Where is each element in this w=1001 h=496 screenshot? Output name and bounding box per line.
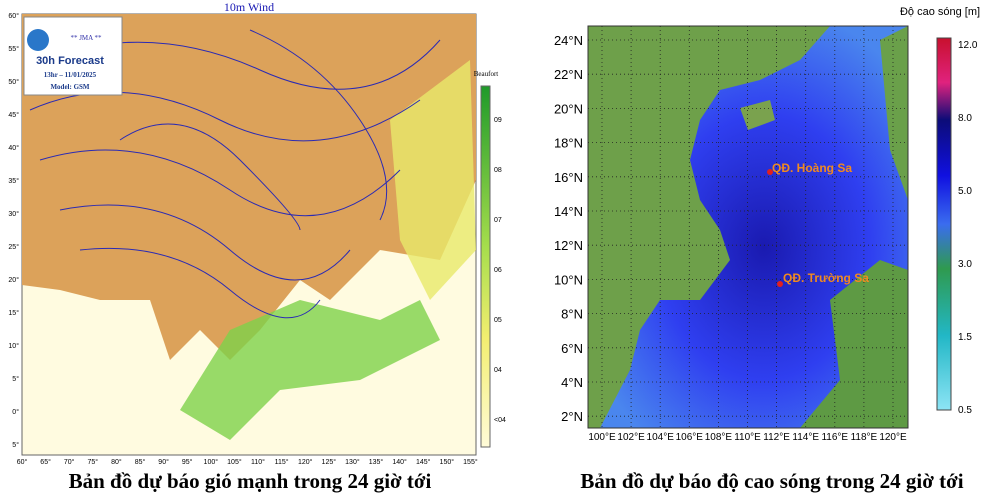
legend-label: 05 bbox=[494, 317, 502, 324]
legend-label: 06 bbox=[494, 267, 502, 274]
legend-label: 1.5 bbox=[958, 332, 972, 343]
place: QĐ. Trường Sa bbox=[783, 271, 869, 285]
lon-label: 102°E bbox=[617, 432, 645, 443]
lon-label: 70° bbox=[64, 458, 75, 466]
lon-label: 155° bbox=[463, 458, 478, 466]
lon-label: 95° bbox=[182, 458, 193, 466]
lat-label: 35° bbox=[8, 177, 19, 185]
lon-label: 118°E bbox=[851, 432, 878, 443]
lat-label: 40° bbox=[8, 144, 19, 152]
lat-label: 45° bbox=[8, 111, 19, 119]
land bbox=[800, 260, 908, 428]
time: 13hr – 11/01/2025 bbox=[44, 71, 97, 79]
place: QĐ. Hoàng Sa bbox=[772, 161, 852, 175]
lat-label: 25° bbox=[8, 243, 19, 251]
lon-label: 112°E bbox=[763, 432, 790, 443]
lat-label: 6°N bbox=[561, 341, 583, 356]
lon-label: 90° bbox=[158, 458, 169, 466]
model: Model: GSM bbox=[50, 83, 89, 91]
wave-map: QĐ. Hoàng Sa QĐ. Trường Sa Độ cao sóng [… bbox=[554, 6, 980, 443]
colorbar bbox=[936, 37, 952, 411]
lat-label: 55° bbox=[8, 45, 19, 53]
legend-label: 5.0 bbox=[958, 186, 972, 197]
lon-label: 85° bbox=[135, 458, 146, 466]
lon-label: 125° bbox=[322, 458, 337, 466]
lat-label: 30° bbox=[8, 210, 19, 218]
lon-label: 110°E bbox=[734, 432, 761, 443]
caption: Bản đồ dự báo gió mạnh trong 24 giờ tới bbox=[69, 469, 432, 493]
colorbar bbox=[480, 85, 491, 448]
lon-label: 105° bbox=[227, 458, 242, 466]
lon-label: 110° bbox=[251, 458, 265, 466]
wind-map: ** JMA ** 30h Forecast 13hr – 11/01/2025… bbox=[8, 0, 506, 466]
legend-label: 12.0 bbox=[958, 40, 978, 51]
lat-label: 18°N bbox=[554, 136, 583, 151]
legend-title: Beaufort bbox=[474, 70, 499, 78]
legend-label: 8.0 bbox=[958, 113, 972, 124]
map-frame bbox=[587, 25, 909, 429]
legend-title: Độ cao sóng [m] bbox=[900, 6, 980, 18]
lat-label: 4°N bbox=[561, 375, 583, 390]
lon-label: 114°E bbox=[792, 432, 819, 443]
agency: ** JMA ** bbox=[70, 34, 102, 42]
lat-label: 12°N bbox=[554, 238, 583, 253]
lat-label: 5° bbox=[12, 441, 19, 449]
lat-label: 50° bbox=[8, 78, 19, 86]
lon-label: 116°E bbox=[821, 432, 848, 443]
lon-label: 150° bbox=[440, 458, 455, 466]
legend-label: 07 bbox=[494, 217, 502, 224]
land bbox=[22, 14, 476, 360]
lon-label: 60° bbox=[17, 458, 28, 466]
lat-label: 60° bbox=[8, 12, 19, 20]
land bbox=[880, 26, 908, 200]
lon-label: 106°E bbox=[676, 432, 704, 443]
caption: Bản đồ dự báo độ cao sóng trong 24 giờ t… bbox=[580, 469, 963, 493]
lat-label: 8°N bbox=[561, 307, 583, 322]
lon-label: 120° bbox=[298, 458, 313, 466]
lon-label: 115° bbox=[275, 458, 289, 466]
lat-label: 20° bbox=[8, 276, 19, 284]
lon-label: 65° bbox=[40, 458, 51, 466]
lon-label: 140° bbox=[392, 458, 407, 466]
lon-label: 108°E bbox=[705, 432, 733, 443]
legend-label: 04 bbox=[494, 367, 502, 374]
lon-label: 75° bbox=[88, 458, 99, 466]
lon-label: 130° bbox=[345, 458, 360, 466]
legend-label: 0.5 bbox=[958, 405, 972, 416]
map-title: 10m Wind bbox=[224, 0, 274, 14]
lon-label: 120°E bbox=[879, 432, 907, 443]
island bbox=[740, 100, 775, 130]
lon-label: 100° bbox=[204, 458, 219, 466]
lon-label: 135° bbox=[369, 458, 384, 466]
lat-label: 15° bbox=[8, 309, 19, 317]
lon-label: 145° bbox=[416, 458, 431, 466]
logo bbox=[27, 29, 49, 51]
lat-label: 10°N bbox=[554, 272, 583, 287]
lat-label: 10° bbox=[8, 342, 19, 350]
lon-label: 80° bbox=[111, 458, 122, 466]
legend-label: 09 bbox=[494, 117, 502, 124]
wind-band bbox=[180, 300, 440, 440]
lat-label: 2°N bbox=[561, 409, 583, 424]
legend-label: 3.0 bbox=[958, 259, 972, 270]
lon-label: 100°E bbox=[588, 432, 616, 443]
forecast: 30h Forecast bbox=[36, 55, 104, 67]
lat-label: 5° bbox=[12, 375, 19, 383]
marker bbox=[777, 281, 783, 287]
lon-label: 104°E bbox=[647, 432, 675, 443]
land bbox=[588, 26, 830, 428]
lat-label: 0° bbox=[12, 408, 19, 416]
legend-label: <04 bbox=[494, 417, 506, 424]
lat-label: 20°N bbox=[554, 101, 583, 116]
marker bbox=[767, 169, 773, 175]
lat-label: 22°N bbox=[554, 67, 583, 82]
lat-label: 14°N bbox=[554, 204, 583, 219]
lat-label: 16°N bbox=[554, 170, 583, 185]
legend-label: 08 bbox=[494, 167, 502, 174]
wind-band bbox=[390, 60, 476, 300]
lat-label: 24°N bbox=[554, 33, 583, 48]
